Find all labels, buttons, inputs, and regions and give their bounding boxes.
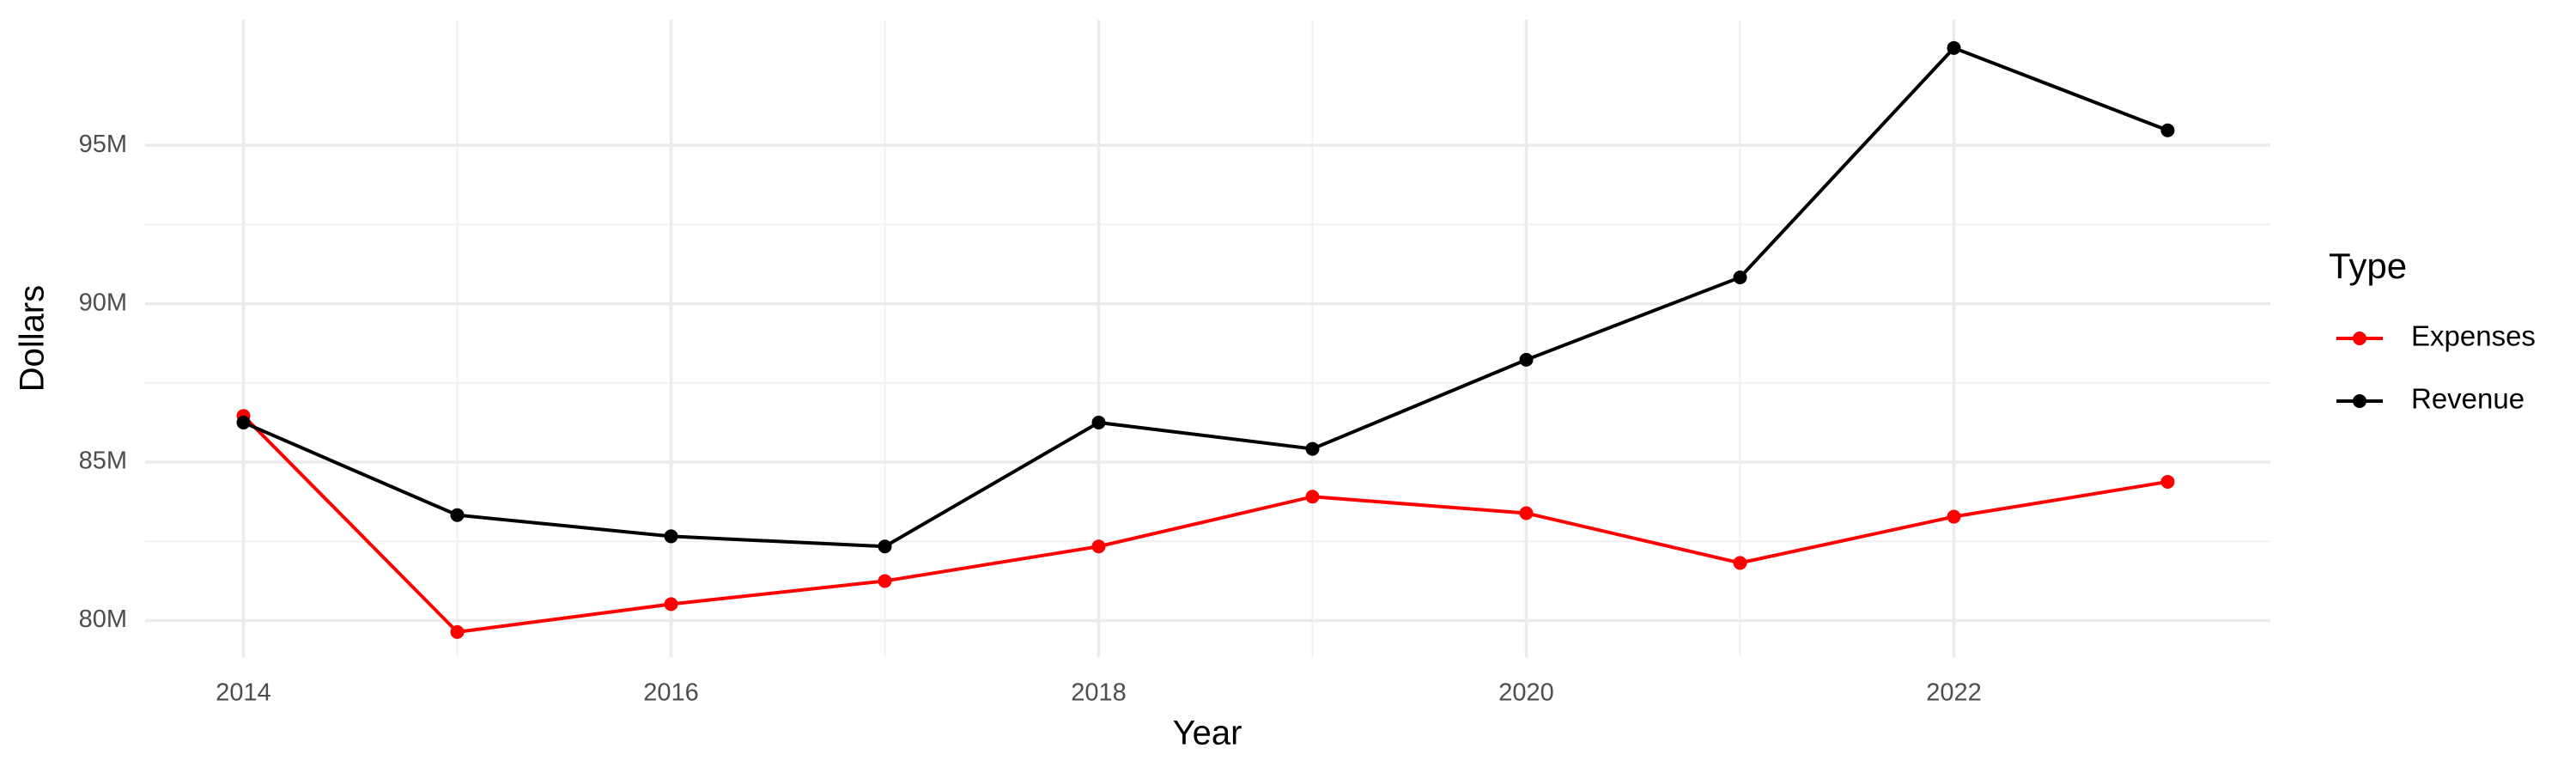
series-line [242, 414, 2168, 634]
x-tick-label: 2016 [643, 679, 699, 707]
y-axis-title: Dollars [14, 285, 52, 392]
legend-label: Expenses [2411, 320, 2536, 352]
data-point [450, 624, 465, 639]
data-point [878, 574, 892, 588]
x-tick-label: 2020 [1498, 679, 1554, 707]
series-line [242, 46, 2169, 549]
data-point [2160, 474, 2175, 489]
data-point [1733, 270, 1747, 284]
grid [145, 20, 2270, 657]
x-tick-label: 2022 [1926, 679, 1982, 707]
data-point [1733, 556, 1747, 570]
data-point [664, 597, 678, 612]
y-tick-label: 95M [79, 131, 127, 158]
data-point [664, 529, 678, 544]
data-point [1947, 509, 1961, 524]
legend: Type Expenses Revenue [2329, 246, 2536, 415]
data-point [2160, 123, 2175, 137]
data-point [1091, 539, 1106, 554]
data-point [1091, 415, 1106, 429]
data-point [878, 539, 892, 554]
y-tick-label: 80M [79, 606, 127, 633]
data-point [1519, 506, 1534, 520]
x-tick-label: 2018 [1071, 679, 1127, 707]
data-point [1519, 352, 1534, 367]
x-axis-title: Year [1173, 715, 1242, 752]
y-tick-label: 85M [79, 447, 127, 475]
legend-point [2353, 394, 2366, 408]
data-point [1305, 490, 1320, 504]
x-tick-label: 2014 [216, 679, 271, 707]
data-point [236, 415, 251, 429]
data-point [1305, 441, 1320, 456]
legend-point [2353, 332, 2366, 345]
data-point [450, 508, 465, 522]
data-point [1947, 40, 1961, 55]
legend-title: Type [2329, 246, 2407, 286]
legend-label: Revenue [2411, 383, 2524, 415]
y-tick-label: 90M [79, 289, 127, 316]
